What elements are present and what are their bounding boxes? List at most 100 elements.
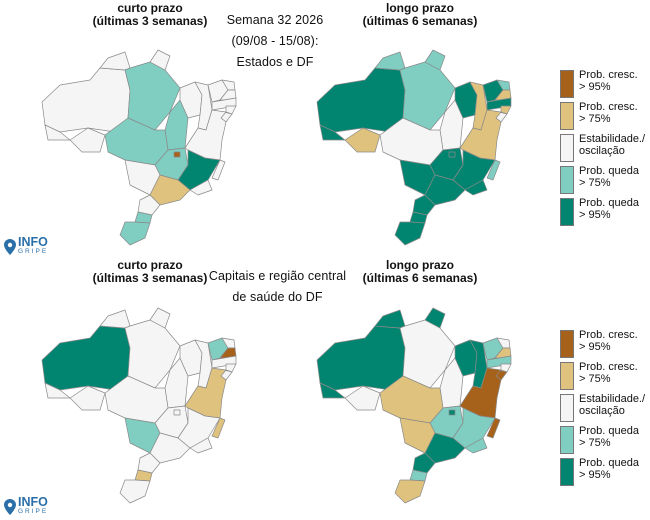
region-es — [486, 417, 501, 439]
region-pa — [124, 319, 181, 389]
region-rj — [464, 179, 488, 196]
legend-item: Prob. cresc. > 95% — [560, 69, 650, 102]
legend-item: Prob. queda > 75% — [560, 165, 650, 198]
legend-swatch — [560, 198, 574, 226]
legend-swatch — [560, 426, 574, 454]
legend-swatch — [560, 458, 574, 486]
region-ba — [459, 109, 502, 161]
region-ap — [424, 49, 446, 71]
title-line-1: curto prazo — [117, 258, 183, 272]
legend-swatch — [560, 134, 574, 162]
region-am — [316, 325, 406, 391]
legend-label: Prob. cresc. > 75% — [579, 101, 638, 125]
region-rr — [99, 51, 131, 71]
region-ro — [69, 127, 106, 153]
legend-label: Prob. queda > 75% — [579, 165, 639, 189]
map-states-short-term — [41, 49, 237, 246]
legend-swatch — [560, 102, 574, 130]
title-line-2: (últimas 6 semanas) — [362, 14, 478, 28]
region-pa — [124, 61, 181, 131]
location-pin-icon — [4, 239, 16, 255]
legend-label: Prob. cresc. > 75% — [579, 361, 638, 385]
region-pr — [137, 452, 161, 474]
region-rs — [119, 479, 151, 504]
bottom-left-title: curto prazo (últimas 3 semanas) — [70, 259, 230, 285]
title-line-2: (últimas 3 semanas) — [92, 14, 208, 28]
top-center-caption: Semana 32 2026 (09/08 - 15/08): Estados … — [210, 10, 340, 73]
map-capitals-short-term — [41, 307, 237, 504]
caption-line-2: (09/08 - 15/08): — [231, 34, 319, 48]
map-capitals-long-term — [316, 307, 512, 504]
region-rj — [189, 437, 213, 454]
legend-swatch — [560, 394, 574, 422]
caption-line-3: Estados e DF — [236, 55, 314, 69]
legend-swatch — [560, 70, 574, 98]
region-df — [173, 409, 181, 416]
region-rs — [119, 221, 151, 246]
title-line-2: (últimas 6 semanas) — [362, 271, 478, 285]
region-pr — [137, 194, 161, 216]
region-ba — [184, 109, 227, 161]
legend-swatch — [560, 166, 574, 194]
legend-item: Prob. queda > 95% — [560, 457, 650, 490]
region-am — [41, 325, 131, 391]
region-ap — [149, 49, 171, 71]
region-df — [448, 151, 456, 158]
region-pa — [399, 319, 456, 389]
region-es — [486, 159, 501, 181]
region-rs — [394, 221, 426, 246]
title-line-1: curto prazo — [117, 1, 183, 15]
top-right-title: longo prazo (últimas 6 semanas) — [340, 2, 500, 28]
region-ba — [184, 367, 227, 419]
region-ro — [344, 127, 381, 153]
legend-label: Prob. queda > 95% — [579, 457, 639, 481]
title-line-1: longo prazo — [386, 1, 454, 15]
region-rs — [394, 479, 426, 504]
region-df — [173, 151, 181, 158]
region-ro — [69, 385, 106, 411]
legend-top: Prob. cresc. > 95% Prob. cresc. > 75% Es… — [560, 69, 650, 230]
region-pr — [412, 194, 436, 216]
legend-label: Estabilidade./ oscilação — [579, 133, 646, 157]
region-rj — [464, 437, 488, 454]
region-ap — [149, 307, 171, 329]
legend-label: Prob. queda > 95% — [579, 197, 639, 221]
map-states-long-term — [316, 49, 512, 246]
legend-bottom: Prob. cresc. > 95% Prob. cresc. > 75% Es… — [560, 329, 650, 490]
legend-label: Estabilidade./ oscilação — [579, 393, 646, 417]
location-pin-icon — [4, 499, 16, 515]
logo-main-text: INFO — [18, 495, 48, 509]
logo-main-text: INFO — [18, 235, 48, 249]
region-am — [41, 67, 131, 133]
region-ro — [344, 385, 381, 411]
region-rr — [374, 309, 406, 329]
logo-sub-text: GRIPE — [18, 248, 49, 255]
region-rj — [189, 179, 213, 196]
region-es — [211, 159, 226, 181]
region-ba — [459, 367, 502, 419]
infogripe-logo: INFO GRIPE — [4, 235, 49, 256]
region-am — [316, 67, 406, 133]
caption-line-1: Capitais e região central — [208, 269, 347, 283]
logo-sub-text: GRIPE — [18, 508, 49, 515]
top-left-title: curto prazo (últimas 3 semanas) — [70, 2, 230, 28]
region-ap — [424, 307, 446, 329]
legend-item: Prob. cresc. > 75% — [560, 361, 650, 394]
legend-label: Prob. cresc. > 95% — [579, 69, 638, 93]
region-rr — [374, 51, 406, 71]
region-pa — [399, 61, 456, 131]
region-df — [448, 409, 456, 416]
infogripe-logo: INFO GRIPE — [4, 495, 49, 516]
legend-swatch — [560, 330, 574, 358]
bottom-center-caption: Capitais e região central de saúde do DF — [195, 266, 360, 308]
region-rr — [99, 309, 131, 329]
bottom-right-title: longo prazo (últimas 6 semanas) — [340, 259, 500, 285]
legend-item: Estabilidade./ oscilação — [560, 133, 650, 166]
legend-item: Prob. queda > 95% — [560, 197, 650, 230]
region-es — [211, 417, 226, 439]
region-pr — [412, 452, 436, 474]
caption-line-2: de saúde do DF — [232, 290, 323, 304]
legend-item: Prob. cresc. > 75% — [560, 101, 650, 134]
legend-swatch — [560, 362, 574, 390]
legend-label: Prob. cresc. > 95% — [579, 329, 638, 353]
